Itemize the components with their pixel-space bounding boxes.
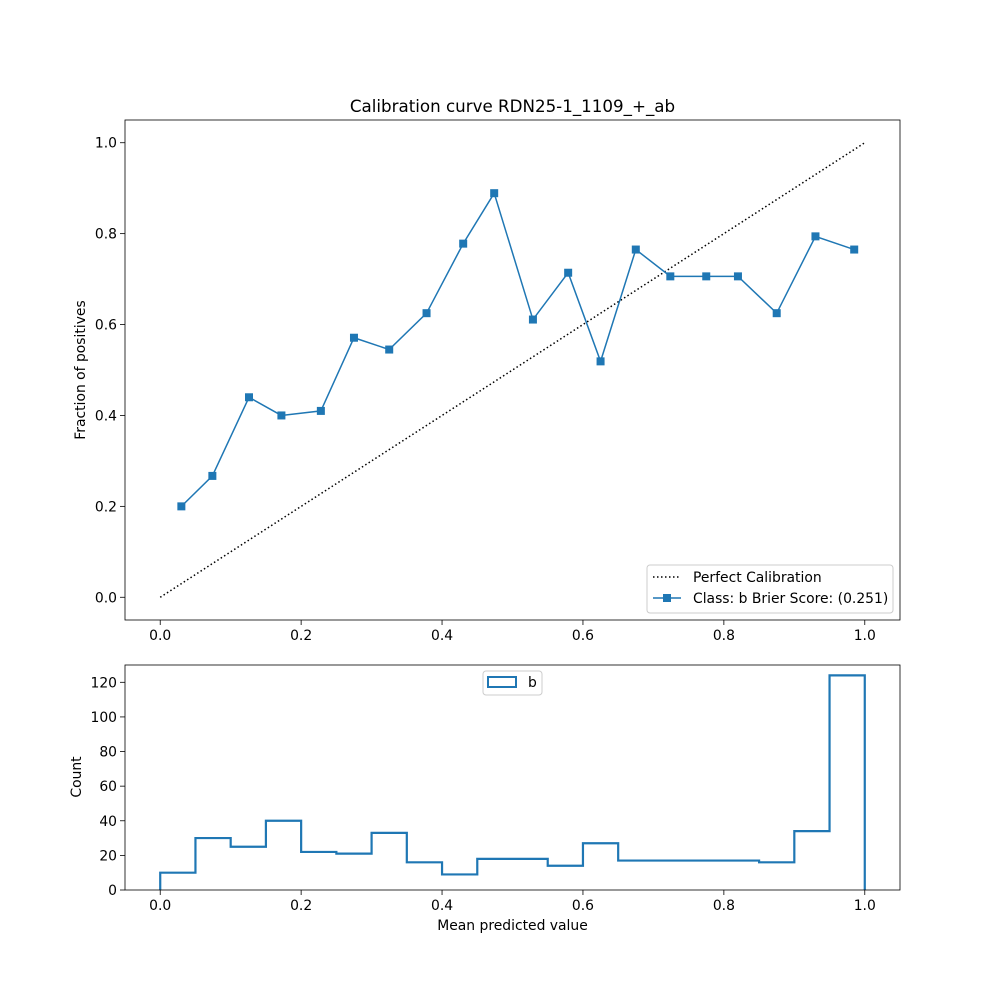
histogram-bin <box>266 821 301 890</box>
histogram-series <box>159 674 866 890</box>
class-b-calibration-point <box>277 411 286 420</box>
histogram-bin <box>794 831 829 890</box>
histogram-y-tick-label: 80 <box>99 745 117 761</box>
calibration-x-tick-label: 0.6 <box>572 628 594 644</box>
histogram-legend: b <box>482 670 543 696</box>
class-b-calibration-point <box>422 309 431 318</box>
histogram-y-tick-label: 20 <box>99 848 117 864</box>
histogram-bin <box>548 866 583 890</box>
histogram-bin <box>301 852 336 890</box>
histogram-bin <box>407 862 442 890</box>
calibration-x-tick-label: 0.0 <box>149 628 171 644</box>
histogram-y-tick-label: 0 <box>108 883 117 899</box>
class-b-calibration-point <box>666 272 675 281</box>
histogram-plot: Count Mean predicted value 0.0 0.2 0.4 0.6 0… <box>69 664 901 934</box>
class-b-calibration-point <box>177 502 186 511</box>
histogram-bin <box>231 847 266 890</box>
histogram-y-tick-label: 100 <box>90 710 117 726</box>
histogram-bin <box>160 873 195 890</box>
calibration-series <box>159 142 866 598</box>
histogram-y-ticks: 0 20 40 60 80 100 120 <box>90 675 125 899</box>
class-b-calibration-point <box>733 272 742 281</box>
histogram-bin <box>759 862 794 890</box>
class-b-calibration-point <box>490 189 499 198</box>
histogram-y-tick-label: 120 <box>90 675 117 691</box>
calibration-legend-box <box>646 564 894 614</box>
histogram-xlabel: Mean predicted value <box>437 918 588 934</box>
class-b-calibration-point <box>850 245 859 254</box>
class-b-calibration-point <box>245 393 253 402</box>
histogram-ylabel: Count <box>69 756 85 798</box>
calibration-x-tick-label: 0.2 <box>290 628 312 644</box>
legend-class-b-label: Class: b Brier Score: (0.251) <box>693 591 888 607</box>
calibration-x-tick-label: 0.8 <box>713 628 735 644</box>
class-b-calibration-point <box>459 239 468 248</box>
class-b-calibration-point <box>528 315 537 324</box>
class-b-calibration-point <box>631 245 640 254</box>
histogram-bin <box>513 859 548 890</box>
histogram-x-ticks: 0.0 0.2 0.4 0.6 0.8 1.0 <box>149 890 876 914</box>
calibration-title: Calibration curve RDN25-1_1109_+_ab <box>350 96 675 117</box>
histogram-x-tick-label: 0.8 <box>713 898 735 914</box>
class-b-calibration-point <box>316 406 325 415</box>
calibration-y-tick-label: 1.0 <box>95 136 117 152</box>
calibration-y-ticks: 0.0 0.2 0.4 0.6 0.8 1.0 <box>95 136 125 606</box>
legend-b-label: b <box>528 675 537 691</box>
histogram-bin <box>372 833 407 890</box>
histogram-x-tick-label: 0.4 <box>431 898 453 914</box>
histogram-axes-frame <box>124 664 901 891</box>
calibration-y-tick-label: 0.2 <box>95 499 117 515</box>
class-b-calibration-point <box>208 471 217 480</box>
calibration-y-tick-label: 0.0 <box>95 590 117 606</box>
histogram-bin <box>618 861 653 890</box>
legend-perfect-calibration-label: Perfect Calibration <box>693 570 822 586</box>
class-b-calibration-point <box>702 272 711 281</box>
calibration-y-tick-label: 0.8 <box>95 227 117 243</box>
class-b-calibration-line <box>180 191 855 507</box>
calibration-legend: Perfect Calibration Class: b Brier Score… <box>646 564 894 614</box>
histogram-y-tick-label: 40 <box>99 814 117 830</box>
calibration-axes-frame <box>124 119 901 621</box>
histogram-x-tick-label: 0.2 <box>290 898 312 914</box>
class-b-calibration-point <box>349 333 358 342</box>
histogram-x-tick-label: 0.0 <box>149 898 171 914</box>
histogram-bin <box>724 861 759 890</box>
class-b-calibration-point <box>564 268 573 277</box>
histogram-x-tick-label: 0.6 <box>572 898 594 914</box>
calibration-plot: Calibration curve RDN25-1_1109_+_ab Frac… <box>73 96 901 644</box>
class-b-calibration-point <box>772 309 781 318</box>
class-b-calibration-point <box>385 345 394 354</box>
calibration-y-tick-label: 0.6 <box>95 318 117 334</box>
histogram-x-tick-label: 1.0 <box>854 898 876 914</box>
histogram-bin <box>336 854 371 890</box>
histogram-y-tick-label: 60 <box>99 779 117 795</box>
class-b-calibration-point <box>596 357 605 366</box>
histogram-bin <box>583 843 618 890</box>
legend-class-b-swatch-marker <box>663 594 671 602</box>
histogram-bin <box>442 874 477 890</box>
calibration-x-ticks: 0.0 0.2 0.4 0.6 0.8 1.0 <box>149 620 876 644</box>
legend-b-swatch <box>487 676 517 688</box>
histogram-bin <box>689 861 724 890</box>
calibration-ylabel: Fraction of positives <box>73 300 89 439</box>
histogram-bin <box>653 861 688 890</box>
histogram-step-outline <box>159 674 866 890</box>
histogram-bin <box>477 859 512 890</box>
calibration-x-tick-label: 0.4 <box>431 628 453 644</box>
class-b-calibration-point <box>811 232 820 241</box>
histogram-bin <box>830 675 865 890</box>
calibration-y-tick-label: 0.4 <box>95 408 117 424</box>
histogram-bin <box>195 838 230 890</box>
calibration-x-tick-label: 1.0 <box>854 628 876 644</box>
